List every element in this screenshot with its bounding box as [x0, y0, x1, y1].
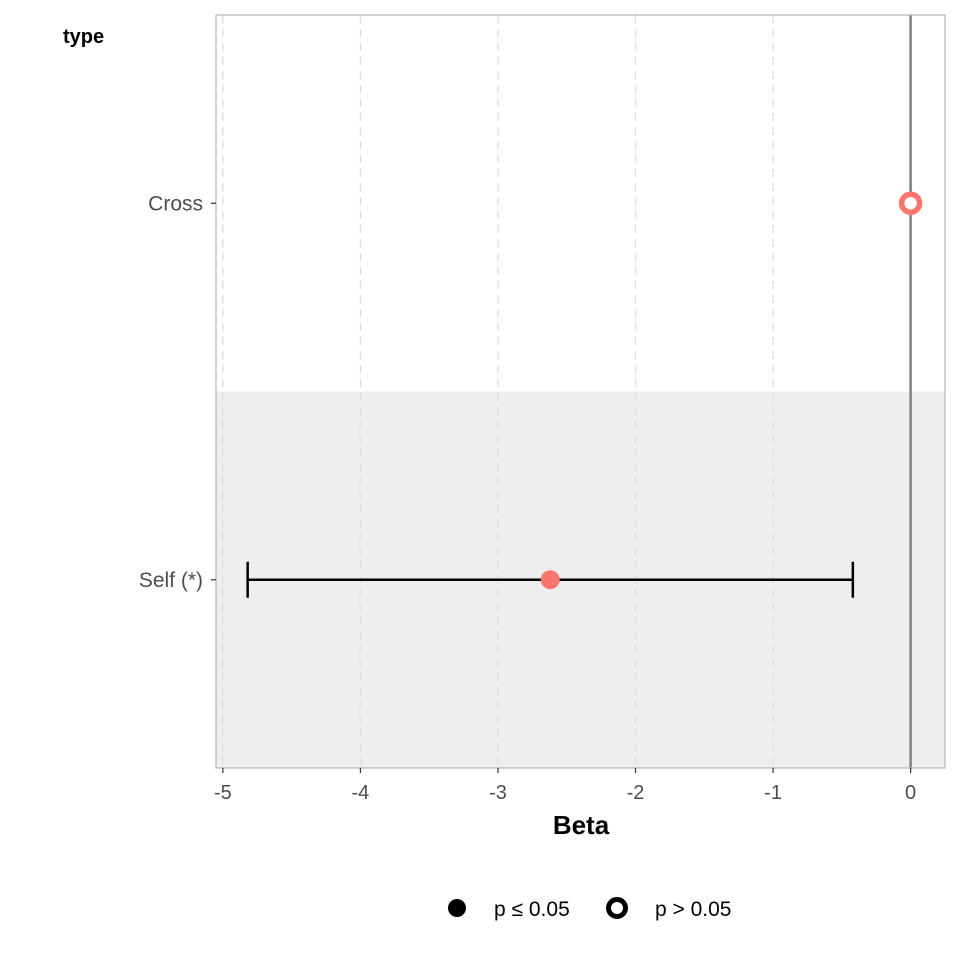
category-label: Cross: [148, 192, 203, 215]
legend-label-significant: p ≤ 0.05: [494, 898, 570, 921]
x-axis-title: Beta: [553, 810, 610, 840]
panel-border: [215, 14, 946, 769]
point-estimate-significant: [540, 570, 560, 590]
x-tick-label: -1: [764, 782, 782, 804]
legend: p ≤ 0.05 p > 0.05: [448, 897, 731, 921]
x-tick-label: -5: [214, 782, 232, 804]
x-tick-label: 0: [905, 782, 916, 804]
legend-label-not-significant: p > 0.05: [655, 898, 731, 921]
legend-filled-circle-icon: [448, 899, 466, 917]
category-label: Self (*): [139, 569, 203, 592]
point-estimate-not-significant: [898, 191, 923, 215]
x-tick-label: -4: [352, 782, 370, 804]
legend-hollow-circle-icon: [606, 897, 628, 919]
y-axis-title: type: [63, 26, 104, 48]
x-tick-label: -2: [627, 782, 645, 804]
x-tick-label: -3: [489, 782, 507, 804]
